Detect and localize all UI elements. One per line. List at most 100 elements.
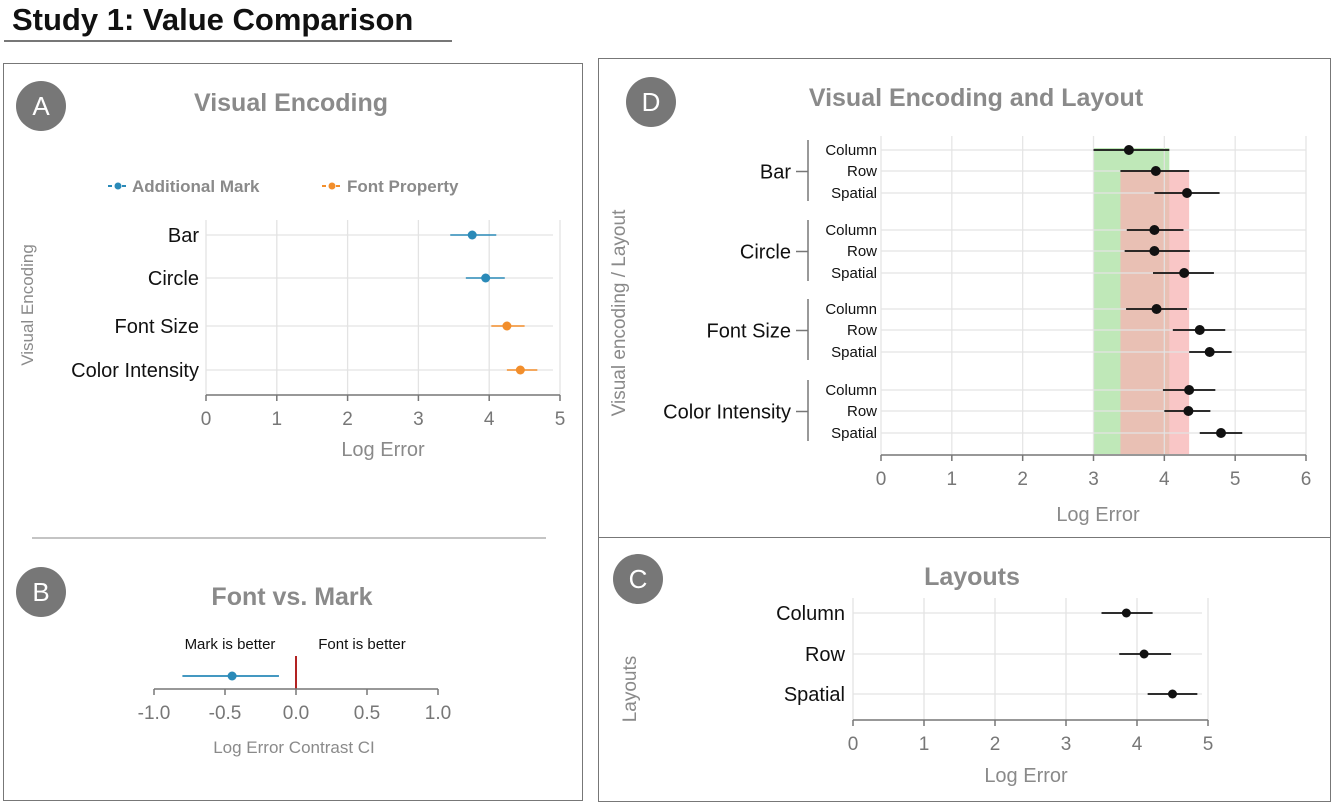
title-underline (4, 40, 452, 42)
y-category-label: Row (805, 644, 846, 666)
row-label: Row (847, 322, 877, 339)
annotation-mark-better: Mark is better (185, 636, 276, 653)
chart-b-xlabel: Log Error Contrast CI (213, 738, 375, 757)
badge-b-label: B (32, 577, 49, 607)
x-tick-label: 3 (1061, 734, 1072, 755)
point (1182, 188, 1192, 198)
chart-b-title: Font vs. Mark (211, 583, 372, 611)
point (515, 365, 525, 375)
x-tick-label: 1 (272, 409, 283, 430)
x-tick-label: -0.5 (209, 703, 242, 724)
group-label: Font Size (707, 321, 791, 343)
chart-c-title: Layouts (924, 563, 1020, 591)
x-tick-label: 2 (990, 734, 1001, 755)
point (1168, 689, 1177, 699)
y-category-label: Bar (168, 225, 199, 247)
group-label: Circle (740, 242, 791, 264)
x-tick-label: 2 (342, 409, 353, 430)
row-label: Row (847, 403, 877, 420)
row-label: Spatial (831, 344, 877, 361)
x-tick-label: 1 (919, 734, 930, 755)
chart-d-ylabel: Visual encoding / Layout (609, 209, 630, 416)
x-tick-label: 5 (1203, 734, 1214, 755)
chart-a-ylabel: Visual Encoding (18, 244, 37, 366)
x-tick-label: 0.5 (354, 703, 380, 724)
legend-additional-mark-dot (114, 182, 122, 190)
x-tick-label: 4 (1159, 469, 1170, 490)
x-tick-label: 6 (1301, 469, 1312, 490)
group-label: Bar (760, 162, 791, 184)
chart-a: A Visual Encoding Additional Mark Font P… (16, 81, 565, 461)
y-category-label: Font Size (115, 316, 199, 338)
point (1179, 268, 1190, 278)
y-category-label: Color Intensity (71, 360, 199, 382)
x-tick-label: 0 (876, 469, 887, 490)
panel-left (3, 63, 583, 801)
badge-a-label: A (32, 91, 50, 121)
point (1216, 428, 1226, 438)
x-tick-label: 1 (947, 469, 958, 490)
y-category-label: Spatial (784, 684, 845, 706)
x-tick-label: 3 (413, 409, 424, 430)
point (227, 671, 237, 681)
point (502, 321, 512, 331)
row-label: Spatial (831, 185, 877, 202)
point (1139, 649, 1149, 659)
point (1204, 347, 1215, 357)
chart-d-title: Visual Encoding and Layout (809, 84, 1144, 112)
badge-d-label: D (642, 87, 661, 117)
x-tick-label: 4 (484, 409, 495, 430)
x-tick-label: 2 (1017, 469, 1028, 490)
row-label: Column (825, 142, 877, 159)
row-label: Column (825, 222, 877, 239)
row-label: Column (825, 382, 877, 399)
x-tick-label: 3 (1088, 469, 1099, 490)
point (1149, 225, 1160, 235)
badge-c (613, 554, 663, 604)
x-tick-label: -1.0 (138, 703, 171, 724)
chart-c: C Layouts Layouts Column Row Spatial 0 1 2 3 4… (613, 554, 1213, 787)
row-label: Column (825, 301, 877, 318)
badge-d (626, 77, 676, 127)
point (467, 230, 477, 240)
point (1183, 406, 1194, 416)
row-label: Row (847, 243, 877, 260)
chart-a-xlabel: Log Error (341, 439, 425, 461)
point (1150, 166, 1161, 176)
x-tick-label: 5 (1230, 469, 1241, 490)
chart-a-legend: Additional Mark Font Property (108, 177, 459, 196)
chart-d-xlabel: Log Error (1056, 504, 1140, 526)
point (1123, 145, 1134, 155)
point (1151, 304, 1162, 314)
legend-font-property-label: Font Property (347, 177, 459, 196)
legend-font-property-dot (328, 182, 336, 190)
badge-a (16, 81, 66, 131)
chart-c-xlabel: Log Error (984, 765, 1068, 787)
annotation-font-better: Font is better (318, 636, 406, 653)
badge-c-label: C (629, 564, 648, 594)
chart-b: B Font vs. Mark Mark is better Font is b… (16, 567, 451, 757)
row-label: Spatial (831, 265, 877, 282)
chart-c-ylabel: Layouts (620, 656, 641, 723)
y-category-label: Column (776, 603, 845, 625)
x-tick-label: 5 (555, 409, 566, 430)
point (1194, 325, 1205, 335)
point (1121, 608, 1131, 618)
x-tick-label: 0.0 (283, 703, 309, 724)
point (1184, 385, 1195, 395)
chart-d: D Visual Encoding and Layout Visual enco… (609, 77, 1311, 526)
x-tick-label: 4 (1132, 734, 1143, 755)
badge-b (16, 567, 66, 617)
x-tick-label: 1.0 (425, 703, 451, 724)
group-label: Color Intensity (663, 402, 791, 424)
x-tick-label: 0 (848, 734, 859, 755)
point (1149, 246, 1160, 256)
y-category-label: Circle (148, 268, 199, 290)
panel-c (598, 537, 1331, 802)
x-tick-label: 0 (201, 409, 212, 430)
row-label: Row (847, 163, 877, 180)
row-label: Spatial (831, 425, 877, 442)
chart-a-title: Visual Encoding (194, 89, 388, 117)
legend-additional-mark-label: Additional Mark (132, 177, 260, 196)
